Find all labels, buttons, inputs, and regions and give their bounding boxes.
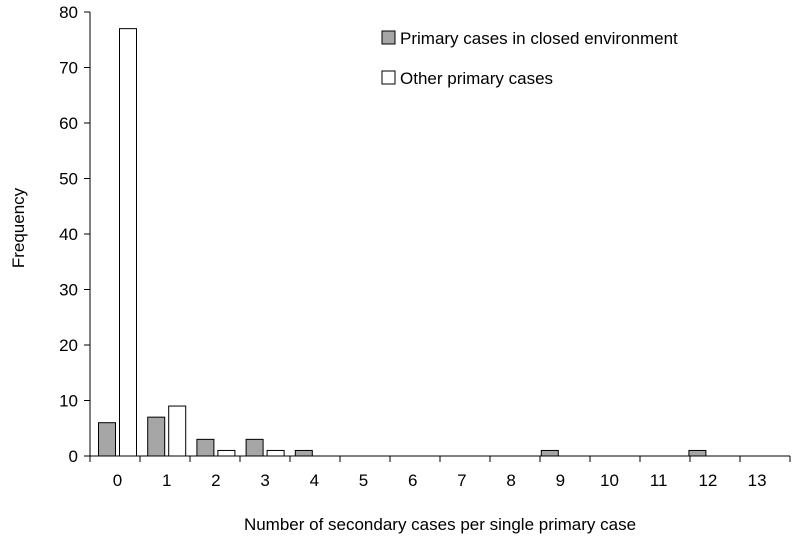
bar-closed-environment <box>540 449 559 457</box>
x-tick-label: 0 <box>113 471 122 490</box>
x-tick-label: 8 <box>506 471 515 490</box>
x-axis-title: Number of secondary cases per single pri… <box>244 515 636 534</box>
y-tick-label: 10 <box>59 392 78 411</box>
x-tick-label: 11 <box>650 471 668 490</box>
x-ticks: 0 1 2 3 4 5 6 7 8 9 10 11 12 13 <box>89 456 791 490</box>
legend-swatch <box>381 70 396 85</box>
bar-closed-environment <box>294 449 313 457</box>
y-axis-title: Frequency <box>9 187 28 268</box>
bar-other <box>266 449 285 457</box>
bars-layer <box>98 28 707 457</box>
y-tick-label: 20 <box>59 336 78 355</box>
legend: Primary cases in closed environment Other… <box>381 29 678 88</box>
x-tick-label: 13 <box>748 471 767 490</box>
bar-other <box>119 28 137 457</box>
bar-closed-environment <box>98 422 116 457</box>
bar-closed-environment <box>196 438 215 457</box>
x-tick-label: 4 <box>310 471 319 490</box>
legend-swatch <box>381 30 396 45</box>
legend-label: Other primary cases <box>400 69 553 88</box>
bar-other <box>168 405 187 457</box>
x-tick-label: 5 <box>359 471 368 490</box>
x-tick-label: 9 <box>556 471 565 490</box>
bar-closed-environment <box>147 416 166 457</box>
legend-label: Primary cases in closed environment <box>400 29 678 48</box>
bar-closed-environment <box>245 438 264 457</box>
bar-closed-environment <box>688 449 707 457</box>
x-tick-label: 2 <box>211 471 220 490</box>
y-tick-label: 80 <box>59 3 78 22</box>
x-tick-label: 6 <box>408 471 417 490</box>
y-ticks: 0 10 20 30 40 50 60 70 80 <box>59 3 90 466</box>
x-tick-label: 7 <box>457 471 466 490</box>
y-tick-label: 50 <box>59 170 78 189</box>
y-tick-label: 30 <box>59 281 78 300</box>
x-tick-label: 1 <box>162 471 171 490</box>
bar-other <box>217 449 236 457</box>
x-tick-label: 10 <box>600 471 619 490</box>
y-tick-label: 70 <box>59 59 78 78</box>
x-tick-label: 3 <box>260 471 269 490</box>
y-tick-label: 0 <box>69 447 78 466</box>
x-tick-label: 12 <box>698 471 717 490</box>
y-tick-label: 60 <box>59 114 78 133</box>
y-tick-label: 40 <box>59 225 78 244</box>
